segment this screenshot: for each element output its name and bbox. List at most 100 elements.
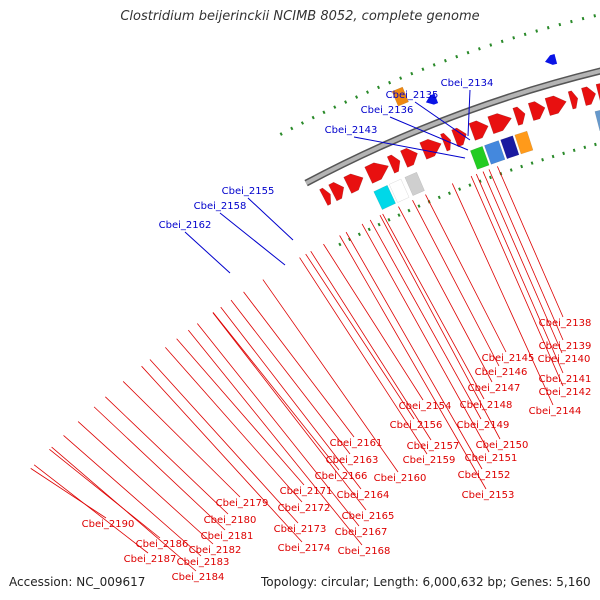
gene-label: Cbei_2166 [315, 471, 368, 482]
gene-label: Cbei_2183 [177, 557, 230, 568]
label-leader [63, 435, 202, 557]
gene-label: Cbei_2184 [172, 572, 225, 583]
forward-gene [451, 127, 467, 148]
gene-label: Cbei_2153 [462, 490, 515, 501]
label-leader [470, 175, 564, 387]
map-title: Clostridium beijerinckii NCIMB 8052, com… [120, 9, 480, 24]
gene-label: Cbei_2163 [326, 455, 379, 466]
gene-label: Cbei_2148 [460, 400, 513, 411]
forward-gene [595, 83, 600, 102]
forward-gene [419, 139, 442, 160]
label-leader [188, 329, 363, 546]
forward-gene [567, 90, 579, 110]
label-leader [243, 291, 355, 438]
label-leader [122, 381, 241, 498]
gene-label: Cbei_2152 [458, 470, 511, 481]
forward-gene [544, 95, 567, 116]
gene-label: Cbei_2155 [222, 186, 275, 197]
gene-label: Cbei_2139 [539, 341, 592, 352]
forward-gene [512, 106, 526, 126]
label-leader [382, 213, 485, 400]
gene-label: Cbei_2145 [482, 353, 535, 364]
gene-label: Cbei_2140 [538, 354, 591, 365]
gene-label: Cbei_2179 [216, 498, 269, 509]
label-leader [467, 89, 471, 137]
label-leader [310, 250, 432, 441]
gene-label: Cbei_2136 [361, 105, 414, 116]
label-leader [212, 312, 367, 511]
gene-label: Cbei_2138 [539, 318, 592, 329]
gene-label: Cbei_2171 [280, 486, 333, 497]
gene-label: Cbei_2180 [204, 515, 257, 526]
label-leader [220, 306, 362, 490]
gene-label: Cbei_2151 [465, 453, 518, 464]
gene-label: Cbei_2157 [407, 441, 460, 452]
forward-gene [487, 113, 512, 135]
forward-gene [527, 101, 546, 121]
forward-gene [440, 132, 451, 152]
gene-label: Cbei_2159 [403, 455, 456, 466]
label-leader [49, 448, 161, 539]
outer-feature-box [391, 86, 409, 107]
label-leader [398, 206, 493, 383]
label-leader [379, 215, 501, 440]
label-leader [369, 219, 482, 420]
gene-label: Cbei_2164 [337, 490, 390, 501]
label-leader [299, 257, 428, 455]
feature-box [500, 135, 520, 160]
backbone [305, 69, 600, 185]
gene-label: Cbei_2146 [475, 367, 528, 378]
gene-label: Cbei_2141 [539, 374, 592, 385]
label-leader [219, 212, 286, 266]
label-leader [262, 279, 399, 473]
gene-label: Cbei_2142 [539, 387, 592, 398]
label-leader [105, 396, 229, 515]
label-leader [230, 299, 351, 455]
feature-box [484, 140, 506, 165]
forward-gene [343, 173, 364, 194]
forward-gene [386, 154, 401, 174]
label-leader [389, 116, 469, 151]
gene-label: Cbei_2161 [330, 438, 383, 449]
gene-label: Cbei_2135 [386, 90, 439, 101]
gene-label: Cbei_2134 [441, 78, 494, 89]
label-leader [247, 197, 294, 241]
label-leader [425, 194, 507, 353]
label-leader [196, 323, 360, 527]
gene-label: Cbei_2167 [335, 527, 388, 538]
label-leader [30, 468, 107, 519]
label-leader [141, 365, 303, 543]
label-leader [305, 253, 415, 420]
label-leader [176, 338, 305, 486]
label-leader [497, 166, 564, 318]
label-leader [488, 169, 564, 341]
forward-gene [328, 182, 345, 202]
label-leader [77, 421, 214, 545]
label-leader [149, 359, 299, 524]
label-leader [339, 235, 487, 490]
forward-gene [400, 148, 418, 168]
gene-label: Cbei_2149 [457, 420, 510, 431]
gene-label: Cbei_2154 [399, 401, 452, 412]
gene-label: Cbei_2156 [390, 420, 443, 431]
gene-label: Cbei_2143 [325, 125, 378, 136]
gene-label: Cbei_2158 [194, 201, 247, 212]
label-leader [345, 231, 483, 470]
label-leader [482, 171, 563, 354]
feature-box [514, 130, 534, 155]
label-leader [93, 406, 226, 531]
gene-label: Cbei_2144 [529, 406, 582, 417]
feature-box [594, 109, 600, 132]
genome-summary-text: Topology: circular; Length: 6,000,632 bp… [261, 575, 591, 589]
feature-box [388, 178, 410, 203]
label-leader [414, 101, 471, 141]
label-leader [323, 243, 424, 401]
gene-label: Cbei_2190 [82, 519, 135, 530]
label-leader [212, 312, 340, 471]
gene-label: Cbei_2186 [136, 539, 189, 550]
label-leader [475, 173, 564, 374]
gene-label: Cbei_2173 [274, 524, 327, 535]
feature-box [373, 184, 396, 211]
